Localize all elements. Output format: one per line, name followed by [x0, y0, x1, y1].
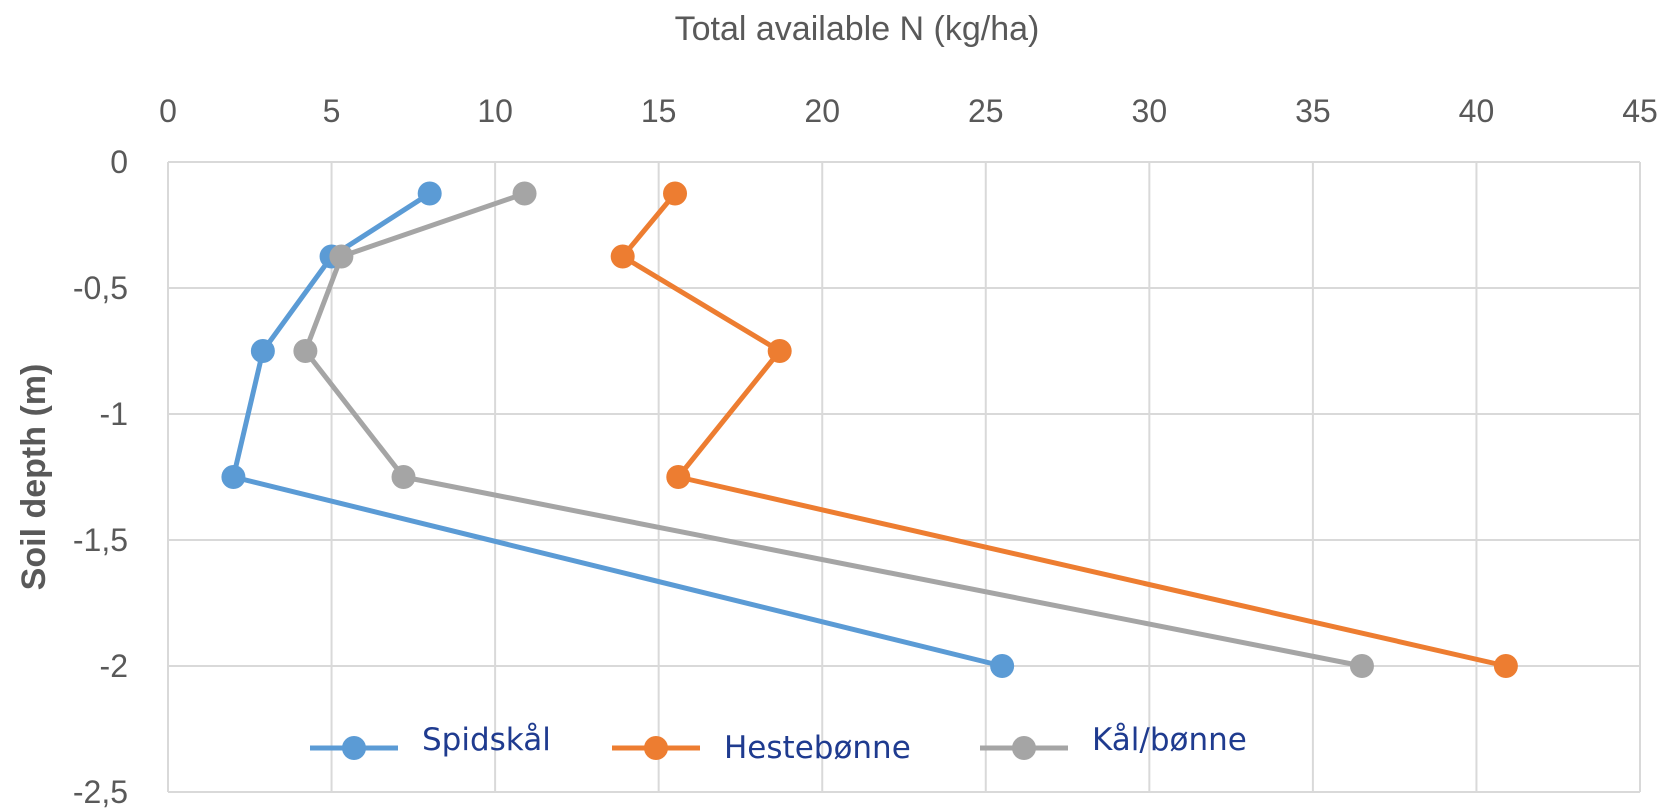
x-tick-label: 5	[323, 93, 341, 129]
data-point	[391, 465, 416, 489]
legend-item: Spidskål	[310, 722, 551, 760]
data-point	[767, 339, 792, 363]
x-tick-label: 20	[804, 93, 840, 129]
y-tick-label: -1,5	[73, 522, 128, 558]
legend-marker	[1012, 736, 1036, 760]
data-point	[250, 339, 275, 363]
y-tick-label: -2	[100, 648, 128, 684]
legend-label: Kål/bønne	[1092, 722, 1247, 758]
legend: Spidskål Hestebønne Kål/bønne	[310, 722, 1247, 766]
data-point	[512, 181, 537, 206]
data-point	[1493, 654, 1518, 678]
legend-label: Spidskål	[422, 722, 551, 758]
data-point	[1349, 654, 1374, 678]
legend-label: Hestebønne	[724, 730, 911, 766]
series-3	[293, 181, 1374, 678]
data-point	[666, 465, 691, 489]
data-point	[293, 339, 318, 363]
data-point	[663, 181, 688, 206]
x-tick-label: 35	[1295, 93, 1331, 129]
x-tick-label: 10	[477, 93, 513, 129]
y-tick-label: -2,5	[73, 774, 128, 810]
legend-item: Kål/bønne	[980, 722, 1247, 760]
data-point	[417, 181, 442, 206]
grid	[167, 161, 1641, 793]
data-point	[221, 465, 246, 489]
series-2	[610, 181, 1518, 678]
series-layer	[221, 181, 1518, 678]
x-tick-label: 45	[1622, 93, 1658, 129]
x-tick-label: 40	[1459, 93, 1495, 129]
x-tick-label: 25	[968, 93, 1004, 129]
legend-marker	[342, 736, 366, 760]
y-tick-label: 0	[110, 144, 128, 180]
series-line	[620, 191, 1507, 669]
data-point	[329, 244, 354, 269]
x-axis-ticks: 0 5 10 15 20 25 30 35 40 45	[159, 93, 1658, 129]
data-point	[990, 654, 1015, 678]
legend-marker	[644, 736, 668, 760]
data-point	[610, 244, 635, 269]
x-tick-label: 30	[1132, 93, 1168, 129]
y-tick-label: -1	[100, 396, 128, 432]
x-tick-label: 15	[641, 93, 677, 129]
legend-item: Hestebønne	[612, 730, 911, 766]
y-axis-ticks: 0 -0,5 -1 -1,5 -2 -2,5	[73, 144, 128, 810]
y-tick-label: -0,5	[73, 270, 128, 306]
y-axis-title: Soil depth (m)	[15, 364, 53, 591]
x-tick-label: 0	[159, 93, 177, 129]
x-axis-title: Total available N (kg/ha)	[675, 10, 1040, 48]
